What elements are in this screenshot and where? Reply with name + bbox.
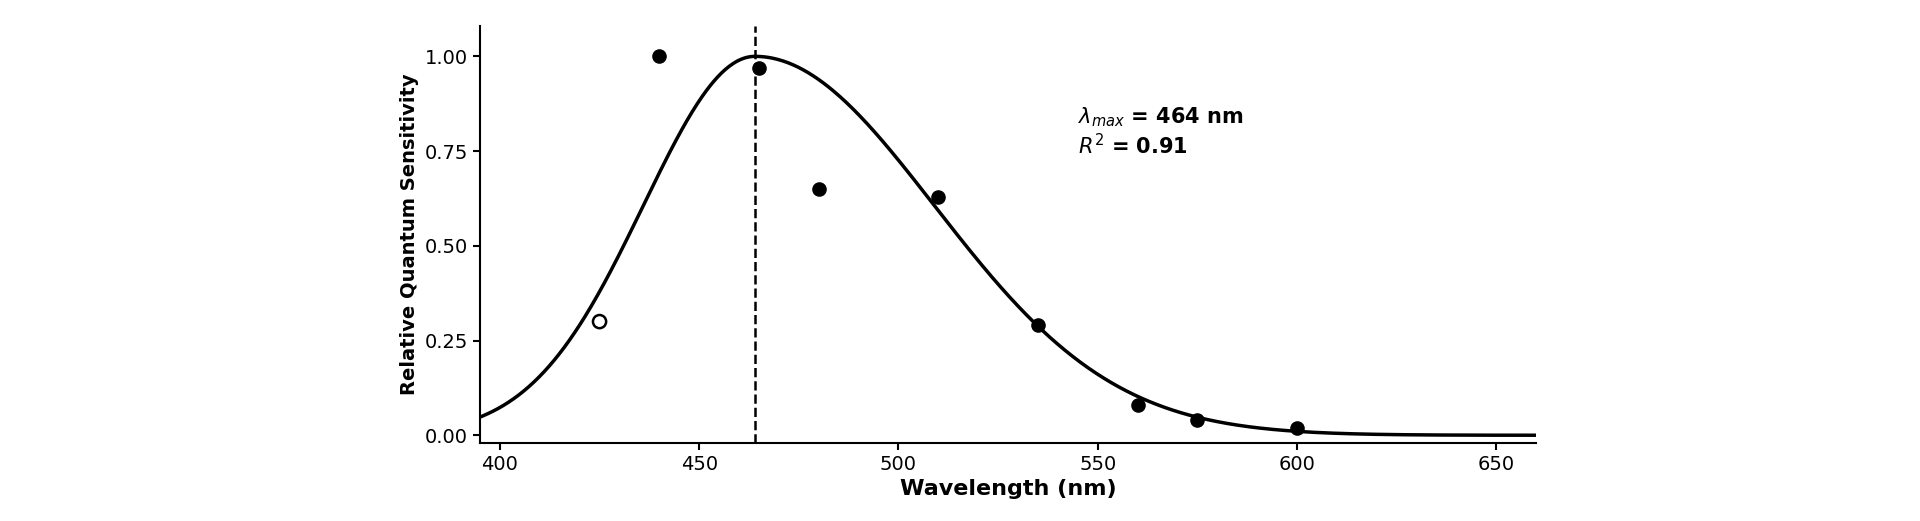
Point (1281, 424, 1311, 432)
X-axis label: Wavelength (nm): Wavelength (nm) (900, 479, 1116, 499)
Point (1183, 416, 1213, 424)
Point (643, 52, 674, 60)
Point (1121, 401, 1152, 409)
Point (924, 192, 954, 201)
Point (803, 185, 833, 193)
Point (1023, 321, 1054, 330)
Text: $\lambda_{max}$ = 464 nm
$R^2$ = 0.91: $\lambda_{max}$ = 464 nm $R^2$ = 0.91 (1077, 106, 1244, 159)
Point (584, 317, 614, 326)
Point (743, 64, 774, 72)
Y-axis label: Relative Quantum Sensitivity: Relative Quantum Sensitivity (399, 73, 419, 395)
